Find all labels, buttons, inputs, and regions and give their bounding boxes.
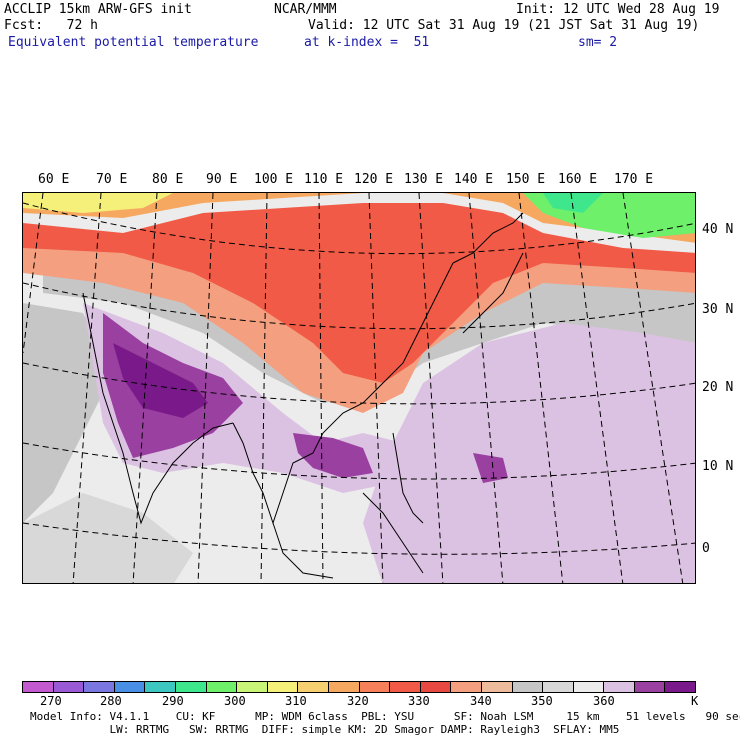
- colorbar-swatch: [84, 682, 115, 692]
- colorbar-swatch: [604, 682, 635, 692]
- colorbar-swatch: [481, 682, 513, 692]
- field-orange-north: [23, 193, 695, 243]
- colorbar-swatch: [359, 682, 391, 692]
- colorbar-tick-300: 300: [224, 694, 246, 708]
- lon-label-90e: 90 E: [206, 172, 238, 187]
- lon-label-100e: 100 E: [254, 172, 294, 187]
- colorbar-swatch: [23, 682, 54, 692]
- lon-label-110e: 110 E: [304, 172, 344, 187]
- model-info-line2: LW: RRTMG SW: RRTMG DIFF: simple KM: 2D …: [30, 723, 620, 736]
- variable-name: Equivalent potential temperature: [8, 35, 259, 50]
- colorbar-tick-340: 340: [470, 694, 492, 708]
- colorbar-swatch: [53, 682, 85, 692]
- field-purple-scs: [293, 433, 373, 478]
- colorbar-swatch: [328, 682, 360, 692]
- colorbar-tick-350: 350: [531, 694, 553, 708]
- colorbar-tick-270: 270: [40, 694, 62, 708]
- level-index: at k-index = 51: [304, 35, 430, 50]
- map-panel: [22, 192, 696, 584]
- field-purple-pacific: [473, 453, 508, 483]
- colorbar-swatch: [543, 682, 574, 692]
- lat-label-20n: 20 N: [702, 380, 734, 395]
- model-info-line1: Model Info: V4.1.1 CU: KF MP: WDM 6class…: [30, 710, 740, 723]
- field-lightgreen-northeast: [543, 193, 603, 213]
- valid-time: Valid: 12 UTC Sat 31 Aug 19 (21 JST Sat …: [308, 18, 700, 33]
- colorbar-swatch: [573, 682, 605, 692]
- theta-e-field: [23, 193, 695, 583]
- colorbar-tick-320: 320: [347, 694, 369, 708]
- colorbar-unit: K: [691, 694, 699, 708]
- colorbar-tick-310: 310: [285, 694, 307, 708]
- colorbar-swatch: [634, 682, 666, 692]
- graticule: [23, 193, 695, 583]
- lon-label-170e: 170 E: [614, 172, 654, 187]
- colorbar-swatch: [206, 682, 238, 692]
- org-label: NCAR/MMM: [274, 2, 337, 17]
- forecast-hour: Fcst: 72 h: [4, 18, 98, 33]
- lon-label-150e: 150 E: [506, 172, 546, 187]
- lon-label-70e: 70 E: [96, 172, 128, 187]
- colorbar-tick-360: 360: [593, 694, 615, 708]
- colorbar-swatch: [451, 682, 482, 692]
- colorbar-swatch: [267, 682, 299, 692]
- lat-label-30n: 30 N: [702, 302, 734, 317]
- smoothing-label: sm= 2: [578, 35, 618, 50]
- colorbar-swatch: [420, 682, 452, 692]
- colorbar-tick-280: 280: [100, 694, 122, 708]
- lon-label-160e: 160 E: [558, 172, 598, 187]
- lat-label-40n: 40 N: [702, 222, 734, 237]
- lon-label-60e: 60 E: [38, 172, 70, 187]
- colorbar-swatch: [237, 682, 268, 692]
- field-red-band: [23, 203, 695, 383]
- colorbar-tick-330: 330: [408, 694, 430, 708]
- lat-label-0: 0: [702, 541, 710, 556]
- field-grey-southwest: [23, 493, 193, 583]
- lon-label-140e: 140 E: [454, 172, 494, 187]
- lat-label-10n: 10 N: [702, 459, 734, 474]
- colorbar-swatch: [145, 682, 176, 692]
- lon-label-130e: 130 E: [404, 172, 444, 187]
- colorbar-swatch: [114, 682, 146, 692]
- lon-label-120e: 120 E: [354, 172, 394, 187]
- init-time: Init: 12 UTC Wed 28 Aug 19: [516, 2, 720, 17]
- field-grey-west: [23, 303, 113, 523]
- model-title: ACCLIP 15km ARW-GFS init: [4, 2, 192, 17]
- lon-label-80e: 80 E: [152, 172, 184, 187]
- field-yellow-north: [23, 193, 173, 213]
- field-darkpurple-india: [113, 343, 208, 418]
- colorbar-swatch: [175, 682, 207, 692]
- colorbar-swatch: [390, 682, 421, 692]
- colorbar-swatch: [665, 682, 696, 692]
- field-lavender-ocean: [363, 323, 695, 583]
- coastlines: [82, 212, 524, 579]
- colorbar-swatch: [512, 682, 544, 692]
- colorbar: [22, 681, 696, 693]
- colorbar-swatch: [298, 682, 329, 692]
- colorbar-tick-290: 290: [162, 694, 184, 708]
